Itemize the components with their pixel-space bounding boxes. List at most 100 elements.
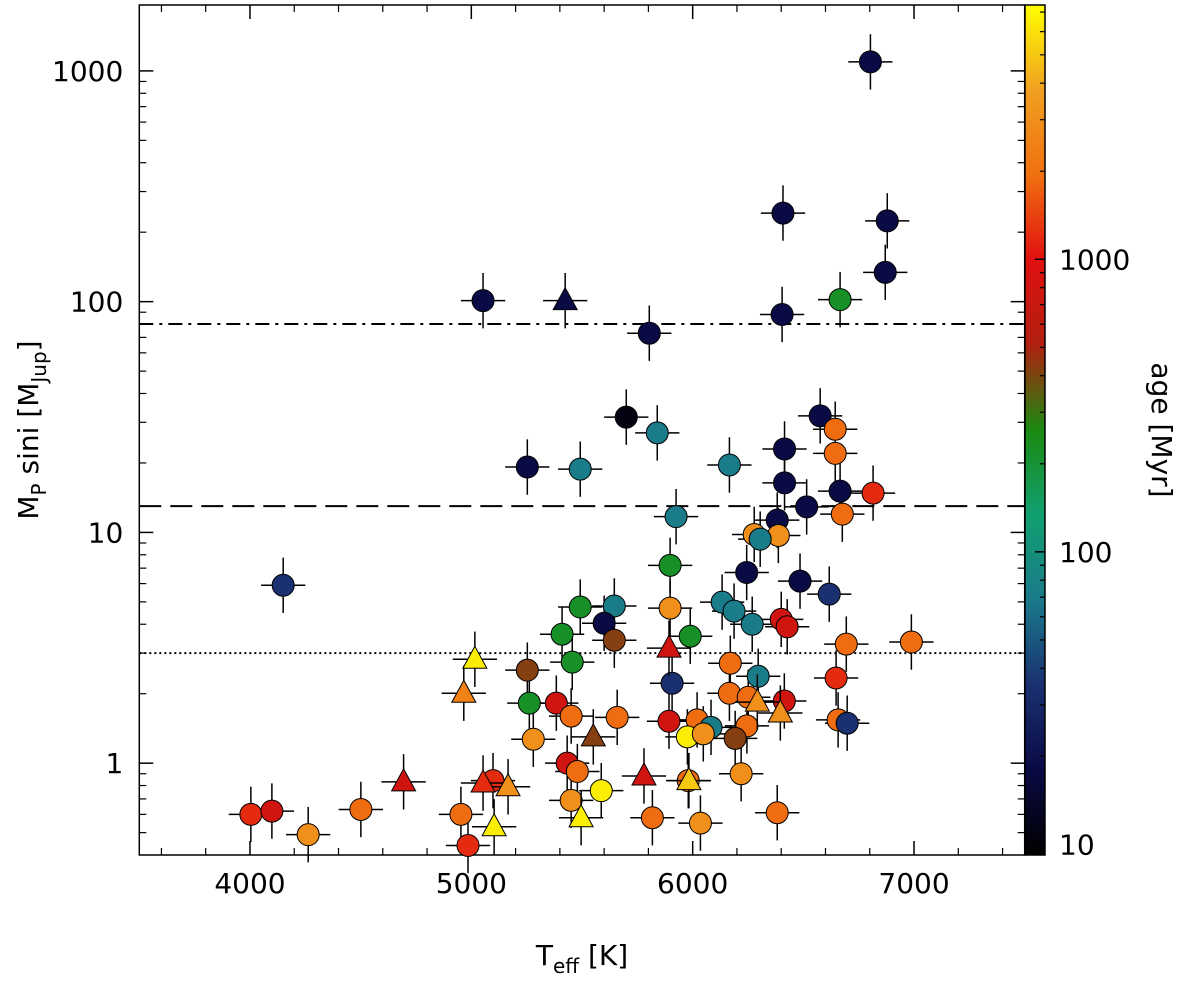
point-circle [740, 612, 764, 636]
point-triangle [552, 286, 579, 311]
point-circle [592, 611, 616, 635]
point-circle [823, 441, 847, 465]
point-circle [823, 417, 847, 441]
point-triangle [580, 722, 607, 747]
point-circle [773, 471, 797, 495]
point-triangle [676, 766, 702, 791]
point-circle [660, 671, 684, 695]
point-circle [658, 553, 682, 577]
point-circle [824, 666, 848, 690]
y-tick-label: 1000 [52, 55, 123, 88]
point-triangle [744, 688, 771, 712]
point-circle [568, 595, 592, 619]
point-circle [828, 288, 852, 312]
point-circle [771, 201, 795, 225]
x-tick-label: 7000 [878, 867, 949, 900]
y-label-rest: sini [M [12, 383, 45, 484]
point-circle [770, 302, 794, 326]
x-label-sub: eff [553, 954, 580, 978]
y-tick-label: 1 [105, 747, 123, 780]
y-tick-label: 10 [88, 516, 124, 549]
x-axis-label: Teff [K] [535, 939, 628, 978]
x-label-main: T [535, 939, 554, 972]
y-label-sub2: Jup [27, 351, 51, 384]
point-circle [260, 799, 284, 823]
point-circle [723, 726, 747, 750]
point-circle [664, 505, 688, 529]
point-triangle [390, 767, 417, 792]
y-axis-label: MP sini [MJup] [12, 340, 51, 519]
point-triangle [568, 803, 594, 828]
point-circle [559, 704, 583, 728]
point-circle [873, 260, 897, 284]
colorbar-tick-label: 1000 [1059, 243, 1130, 276]
point-circle [773, 437, 797, 461]
point-circle [550, 622, 574, 646]
x-tick-label: 5000 [436, 867, 507, 900]
point-circle [602, 594, 626, 618]
point-triangle [462, 645, 488, 669]
point-circle [471, 289, 495, 313]
point-circle [456, 833, 480, 857]
point-circle [239, 802, 263, 826]
point-circle [691, 722, 715, 746]
point-circle [565, 760, 589, 784]
point-circle [449, 802, 473, 826]
point-circle [817, 582, 841, 606]
x-label-rest: [K] [579, 939, 628, 972]
point-circle [729, 762, 753, 786]
point-circle [722, 599, 746, 623]
point-triangle [495, 772, 521, 797]
point-circle [748, 527, 772, 551]
colorbar [1024, 4, 1046, 856]
point-circle [521, 727, 545, 751]
point-triangle [481, 812, 507, 837]
point-circle [645, 421, 669, 445]
point-circle [515, 658, 539, 682]
point-circle [602, 628, 626, 652]
point-circle [640, 806, 664, 830]
point-circle [795, 495, 819, 519]
point-circle [808, 404, 832, 428]
point-circle [775, 615, 799, 639]
y-tick-label: 100 [70, 286, 123, 319]
point-circle [544, 691, 568, 715]
y-label-main: M [12, 495, 45, 519]
point-circle [614, 405, 638, 429]
point-circle [637, 321, 661, 345]
point-circle [875, 209, 899, 233]
point-circle [349, 797, 373, 821]
point-circle [658, 596, 682, 620]
point-circle [899, 630, 923, 654]
point-triangle [656, 634, 682, 658]
point-circle [589, 779, 613, 803]
point-triangle [767, 698, 794, 723]
point-circle [735, 561, 759, 585]
y-label-end: ] [12, 340, 45, 351]
plot-frame [138, 4, 1026, 856]
point-circle [296, 823, 320, 847]
point-circle [718, 651, 742, 675]
point-triangle [631, 761, 657, 786]
y-label-sub: P [27, 483, 51, 495]
point-circle [678, 624, 702, 648]
point-circle [861, 481, 885, 505]
point-circle [271, 573, 295, 597]
colorbar-tick-label: 100 [1059, 536, 1112, 569]
point-circle [517, 691, 541, 715]
point-circle [788, 569, 812, 593]
point-circle [828, 479, 852, 503]
point-circle [559, 788, 583, 812]
x-tick-label: 6000 [657, 867, 728, 900]
point-circle [568, 457, 592, 481]
colorbar-label: age [Myr] [1145, 362, 1178, 497]
point-circle [717, 681, 741, 705]
point-circle [746, 664, 770, 688]
point-circle [830, 502, 854, 526]
point-circle [858, 50, 882, 74]
point-circle [835, 711, 859, 735]
x-tick-label: 4000 [214, 867, 285, 900]
point-circle [657, 709, 681, 733]
point-circle [515, 455, 539, 479]
